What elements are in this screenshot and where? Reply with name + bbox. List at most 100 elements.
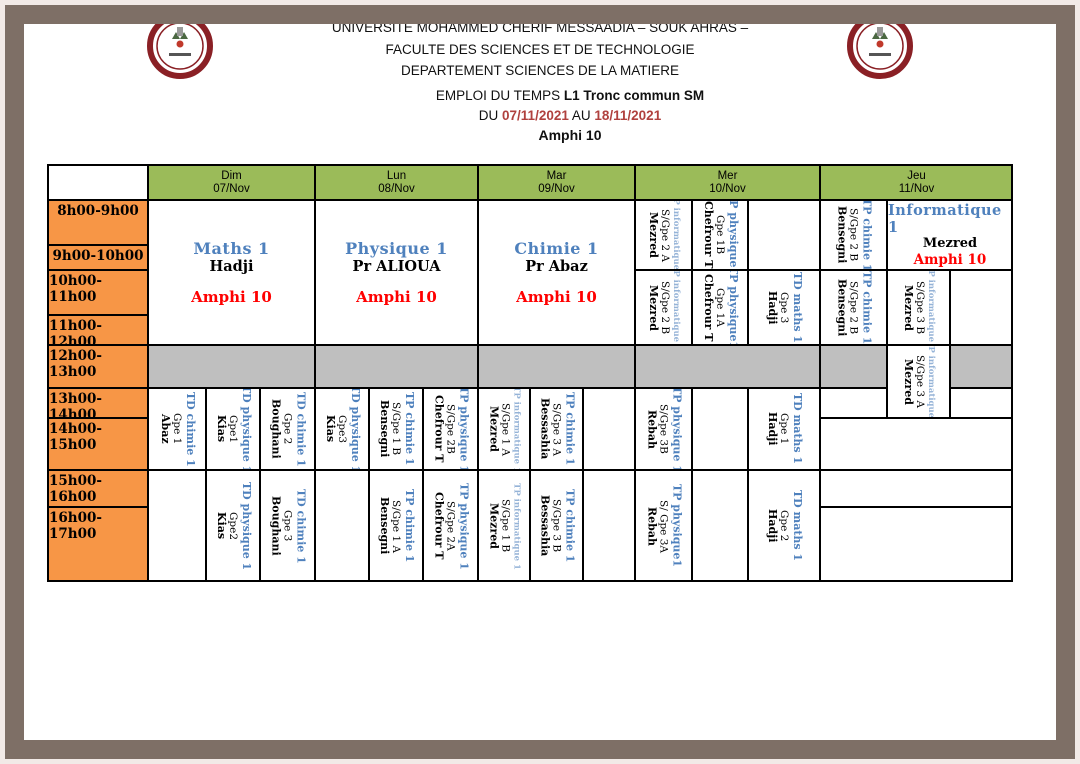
faculty-name: FACULTE DES SCIENCES ET DE TECHNOLOGIE: [385, 41, 695, 57]
empty-jeu-14-15: [820, 418, 1013, 470]
lab-tp-info-2b: TP informatique 1 S/Gpe 2 B Mezred: [635, 270, 692, 345]
lab-tp-chim-3a: TP chimie 1 S/Gpe 3 A Bessashia: [530, 388, 583, 470]
university-name: UNIVERSITE MOHAMMED CHERIF MESSAADIA – S…: [331, 20, 749, 35]
lab-tp-phys-2a: TP physique 1 S/Gpe 2A Chefrour T: [423, 470, 478, 582]
rotated-text: TP physique 1 S/Gpe 3B Rebah: [644, 388, 684, 470]
rotated-text: TP chimie 1 S/Gpe 3 B Bessashia: [537, 489, 577, 563]
session-title: TD physique 1: [349, 388, 363, 470]
lunch-lun: [315, 345, 478, 388]
empty-dim-s1-bot: [148, 470, 206, 582]
time-label: 11h00-12h00: [49, 318, 102, 345]
lab-tp-phys-3b: TP physique 1 S/Gpe 3B Rebah: [635, 388, 692, 470]
lab-td-maths-g1: TD maths 1 Gpe 1 Hadji: [748, 388, 820, 470]
day-label: Jeu: [907, 170, 926, 182]
session-group: Gpe 2: [778, 510, 791, 542]
session-title: TP chimie 1: [563, 489, 577, 563]
rotated-text: TP physique 1 Gpe 1B Chefrour T: [701, 201, 740, 269]
lab-tp-info-1b: TP informatique 1 S/Gpe 1 B Mezred: [478, 470, 530, 582]
lunch-dim: [148, 345, 315, 388]
lunch-mer: [635, 345, 820, 388]
session-group: Gpe 1: [778, 413, 791, 445]
day-mar: Mar 09/Nov: [478, 165, 635, 200]
date-range: DU 07/11/2021 AU 18/11/2021: [60, 106, 1080, 126]
session-teacher: Mezred: [646, 212, 660, 258]
empty-mer-top: [748, 200, 820, 270]
title-prefix: EMPLOI DU TEMPS: [435, 88, 564, 103]
session-group: Gpe 3: [281, 510, 294, 542]
session-teacher: Chefrour T: [701, 201, 715, 269]
rotated-text: TP physique 1 S/Gpe 2A Chefrour T: [431, 482, 471, 570]
session-title: TP chimie 1: [860, 270, 874, 345]
session-group: S/Gpe 2 B: [659, 280, 672, 335]
time-10-11: 10h00-11h00: [48, 270, 148, 315]
rotated-text: TP chimie 1 S/Gpe 1 B Bensegni: [377, 392, 416, 465]
session-title: TD maths 1: [791, 490, 805, 562]
session-teacher: Rebah: [645, 506, 659, 546]
session-group: S/Gpe 1 A: [390, 499, 403, 553]
session-title: TD physique 1: [240, 388, 254, 470]
session-title: TP physique1: [670, 484, 684, 568]
lab-td-phys-g1: TD physique 1 Gpe1 Kias: [206, 388, 260, 470]
time-label: 14h00-15h00: [49, 421, 102, 453]
time-label: 12h00-13h00: [49, 348, 102, 380]
course-teacher: Mezred: [922, 236, 978, 251]
day-jeu: Jeu 11/Nov: [820, 165, 1013, 200]
lunch-jeu-1: [820, 345, 887, 388]
session-teacher: Kias: [323, 415, 337, 443]
course-teacher: Hadji: [209, 258, 254, 275]
lab-tp-info-2a: TP informatique 1 S/Gpe 2 A Mezred: [635, 200, 692, 270]
date-au-label: AU: [568, 107, 595, 123]
empty-jeu-16-17: [820, 507, 1013, 582]
session-teacher: Hadji: [765, 509, 779, 543]
lab-td-phys-g3: TD physique 1 Gpe3 Kias: [315, 388, 369, 470]
course-title: Physique 1: [345, 239, 448, 258]
session-teacher: Rebah: [645, 409, 659, 449]
session-title: TP physique 1: [670, 388, 684, 470]
university-seal-icon: [147, 13, 213, 79]
date-from: 07/11/2021: [502, 107, 569, 123]
session-teacher: Mezred: [487, 503, 501, 549]
session-title: TP physique 1: [457, 482, 471, 570]
rotated-text: TD maths 1 Gpe 2 Hadji: [765, 490, 805, 562]
lab-tp-phys-2b: TP physique 1 S/Gpe 2B Chefrour T: [423, 388, 478, 470]
date-to: 18/11/2021: [594, 107, 662, 123]
rotated-text: TD physique 1 Gpe1 Kias: [214, 388, 254, 470]
lab-tp-phys-1b: TP physique 1 Gpe 1B Chefrour T: [692, 200, 748, 270]
session-teacher: Kias: [214, 415, 228, 443]
empty-lun-s1-bot: [315, 470, 369, 582]
session-group: Gpe 2: [281, 413, 294, 445]
university-header: UNIVERSITE MOHAMMED CHERIF MESSAADIA – S…: [0, 17, 1080, 82]
session-teacher: Bensegni: [835, 206, 849, 264]
day-label: Mer: [717, 170, 738, 182]
time-label: 10h00-11h00: [49, 273, 102, 305]
session-title: TP informatique 1: [926, 270, 937, 345]
session-group: Gpe3: [336, 414, 349, 443]
session-group: S/Gpe 2A: [444, 501, 457, 551]
session-group: S/Gpe 3B: [657, 404, 670, 454]
room-title: Amphi 10: [538, 127, 602, 144]
day-date: 09/Nov: [538, 183, 575, 195]
course-maths1: Maths 1 Hadji Amphi 10: [148, 200, 315, 345]
empty-mar-s3-bot: [583, 470, 635, 582]
session-title: TP chimie 1: [403, 489, 417, 563]
empty-jeu-s1: [820, 388, 887, 418]
lunch-mar: [478, 345, 635, 388]
time-11-12: 11h00-12h00: [48, 315, 148, 345]
session-teacher: Bessashia: [538, 398, 552, 460]
session-title: TP informatique 1: [511, 388, 522, 470]
session-group: S/Gpe 3 A: [550, 402, 563, 456]
session-group: Gpe1: [227, 414, 240, 443]
rotated-text: TP chimie 1 S/Gpe 1 A Bensegni: [377, 489, 417, 563]
session-title: TP informatique 1: [671, 200, 682, 270]
session-group: S/Gpe 3 B: [550, 499, 563, 553]
course-teacher: Pr Abaz: [525, 258, 588, 275]
university-seal-icon: [847, 13, 913, 79]
department-name: DEPARTEMENT SCIENCES DE LA MATIERE: [400, 63, 680, 79]
rotated-text: TP chimie 1 S/Gpe 3 A Bessashia: [537, 392, 576, 465]
empty-jeu-s3: [950, 388, 1013, 418]
course-title: Informatique 1: [888, 202, 1002, 236]
session-group: S/Gpe 2 A: [659, 208, 672, 262]
rotated-text: TP informatique 1 S/Gpe 1 A Mezred: [486, 388, 522, 470]
rotated-text: TD maths 1 Gpe 3 Hadji: [765, 272, 804, 343]
rotated-text: TP physique1 S/ Gpe 3A Rebah: [644, 484, 684, 568]
